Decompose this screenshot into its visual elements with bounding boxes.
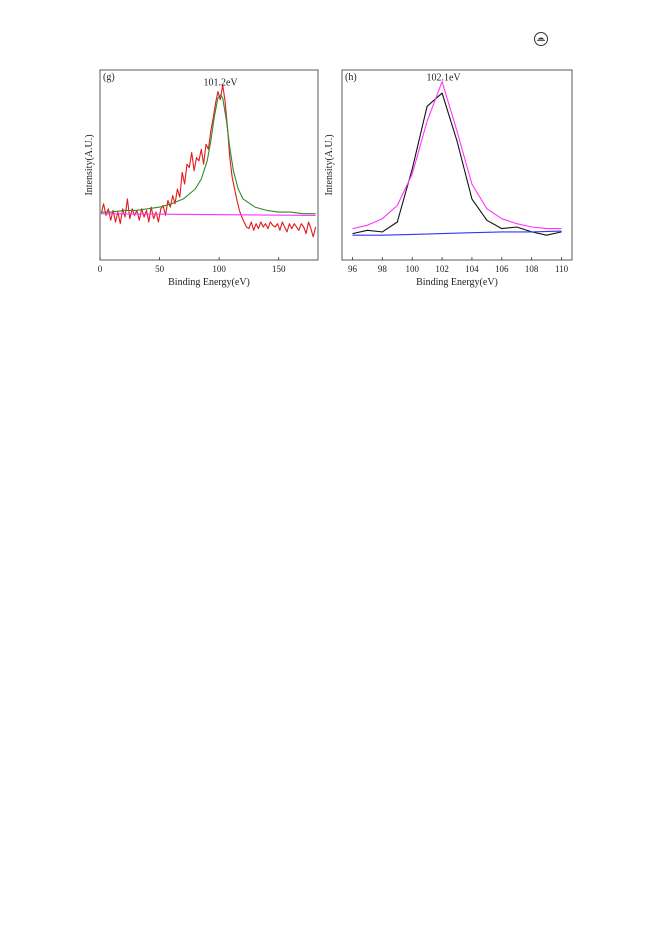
x-tick-label: 106 [495,264,509,274]
x-axis-label: Binding Energy(eV) [416,277,498,288]
x-tick-label: 150 [272,264,286,274]
x-tick-label: 104 [465,264,479,274]
x-tick-label: 100 [405,264,419,274]
peak-annotation: 101.2eV [203,77,238,88]
xps-chart-h: (h) 96 98 100 102 104 106 108 110 102.1eV Bindi… [324,69,573,288]
xps-chart-g: (g) 0 50 100 150 101.2eV Binding Energy(eV)… [84,69,319,288]
series-line-1 [352,92,562,236]
series-layer [352,81,562,236]
x-tick-layer: 0 50 100 150 [98,257,286,274]
x-tick-label: 0 [98,264,103,274]
x-tick-label: 102 [435,264,449,274]
panel-label: (h) [345,72,357,83]
circled-symbol-icon [534,32,548,46]
y-axis-label: Intensity(A.U.) [84,134,95,195]
x-tick-label: 50 [155,264,165,274]
x-tick-label: 100 [212,264,226,274]
plot-frame [99,69,319,261]
series-line-2 [352,81,562,230]
x-axis-label: Binding Energy(eV) [168,277,250,288]
series-line-3 [352,230,562,236]
x-tick-label: 98 [378,264,388,274]
y-axis-label: Intensity(A.U.) [324,134,335,195]
plot-frame [341,69,573,261]
x-tick-layer: 96 98 100 102 104 106 108 110 [348,257,569,274]
x-tick-label: 96 [348,264,358,274]
panel-label: (g) [103,72,115,83]
peak-annotation: 102.1eV [426,73,461,84]
x-tick-label: 110 [555,264,569,274]
series-line-2 [101,94,316,215]
series-layer [100,84,317,238]
annotation-layer: 102.1eV [426,73,461,84]
annotation-layer: 101.2eV [203,77,238,88]
series-line-3 [101,213,316,216]
x-tick-label: 108 [525,264,539,274]
